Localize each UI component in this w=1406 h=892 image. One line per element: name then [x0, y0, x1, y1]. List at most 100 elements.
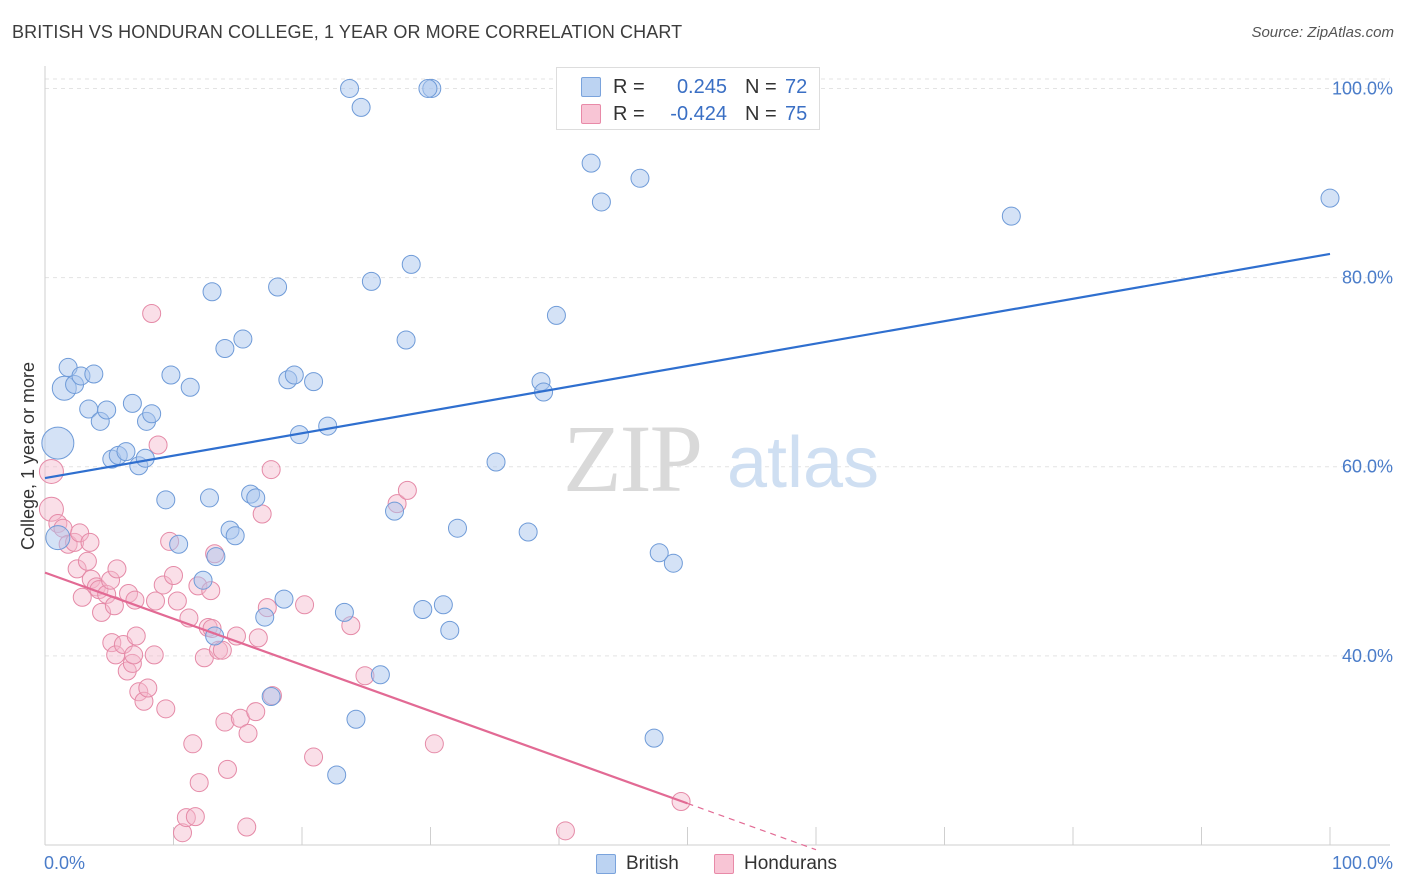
y-tick-label: 100.0% [1332, 78, 1393, 98]
british-point [169, 534, 189, 554]
honduran-point [238, 723, 258, 743]
british-legend-label: British [626, 853, 679, 874]
r-value: -0.424 [670, 102, 727, 125]
honduran-point [397, 480, 417, 500]
honduran-point [237, 817, 257, 837]
hondurans-legend-label: Hondurans [744, 853, 837, 874]
british-point [546, 305, 566, 325]
british-point [161, 365, 181, 385]
n-label: N = [745, 102, 777, 125]
british-point [261, 687, 281, 707]
honduran-point [261, 460, 281, 480]
british-point [97, 400, 117, 420]
honduran-point [38, 496, 64, 522]
honduran-point [172, 823, 192, 843]
honduran-point [138, 678, 158, 698]
y-axis-label: College, 1 year or more [18, 362, 38, 550]
honduran-point [148, 435, 168, 455]
legend-row-hondurans: R = -0.424 N = 75 [581, 102, 807, 126]
british-point [649, 543, 669, 563]
british-point [268, 277, 288, 297]
honduran-point [217, 759, 237, 779]
watermark-zip: ZIP [563, 405, 701, 512]
british-point [202, 282, 222, 302]
n-value: 72 [785, 75, 808, 98]
british-point [233, 329, 253, 349]
honduran-point [164, 565, 183, 585]
honduran-point [142, 304, 162, 324]
legend-row-british: R = 0.245 N = 72 [581, 75, 807, 99]
british-point [45, 525, 71, 551]
british-points [41, 78, 1340, 785]
honduran-points [38, 304, 691, 843]
honduran-point [424, 734, 444, 754]
british-point [116, 442, 136, 462]
honduran-point [295, 595, 315, 615]
trend-lines [44, 252, 1331, 851]
n-value: 75 [785, 102, 808, 125]
british-point [518, 522, 538, 542]
r-value: 0.245 [676, 75, 727, 98]
n-label: N = [745, 75, 777, 98]
british-swatch [581, 77, 601, 97]
british-point [370, 665, 390, 685]
y-tick-labels: 40.0% 60.0% 80.0% 100.0% [1332, 78, 1393, 665]
bottom-legend-british: British [596, 852, 679, 876]
british-point [413, 600, 433, 620]
honduran-point [67, 559, 87, 579]
british-point [433, 595, 453, 615]
honduran-point [246, 702, 266, 722]
honduran-point [70, 523, 90, 543]
british-point [440, 620, 460, 640]
british-point [1001, 206, 1021, 226]
british-point [385, 501, 405, 521]
british-point [274, 589, 294, 609]
british-point [644, 728, 664, 748]
honduran-point [167, 591, 187, 611]
british-point [591, 192, 611, 212]
honduran-point [125, 590, 145, 610]
british-point [304, 372, 324, 392]
british-point [418, 78, 438, 98]
honduran-trend-extension [687, 802, 817, 851]
british-point [663, 553, 683, 573]
honduran-point [555, 821, 575, 841]
honduran-point [215, 712, 235, 732]
x-tick-label: 0.0% [44, 853, 85, 873]
british-point [255, 607, 275, 627]
honduran-point [156, 699, 176, 719]
honduran-point [185, 807, 205, 827]
correlation-legend: R = 0.245 N = 72 R = -0.424 N = 75 [556, 67, 820, 130]
british-point [447, 518, 467, 538]
honduran-point [144, 645, 164, 665]
british-point [206, 547, 226, 567]
honduran-point [80, 532, 100, 552]
british-point [199, 488, 219, 508]
british-point [486, 452, 506, 472]
british-point [346, 709, 366, 729]
honduran-point [126, 626, 146, 646]
british-point [225, 526, 245, 546]
british-point [1320, 188, 1340, 208]
honduran-point [107, 559, 127, 579]
british-point [142, 404, 162, 424]
honduran-point [189, 773, 209, 793]
british-point [156, 490, 176, 510]
y-tick-label: 40.0% [1342, 646, 1393, 666]
hondurans-swatch [581, 104, 601, 124]
british-point [327, 765, 347, 785]
honduran-point [72, 587, 92, 607]
british-point [318, 416, 338, 436]
honduran-point [124, 645, 144, 665]
british-point [84, 364, 104, 384]
honduran-point [153, 575, 173, 595]
bottom-legend-hondurans: Hondurans [714, 852, 837, 876]
british-point [122, 393, 142, 413]
honduran-point [252, 504, 272, 524]
british-point [41, 426, 75, 460]
honduran-point [146, 591, 166, 611]
honduran-point [183, 734, 203, 754]
british-point [396, 330, 416, 350]
british-point [334, 602, 354, 622]
